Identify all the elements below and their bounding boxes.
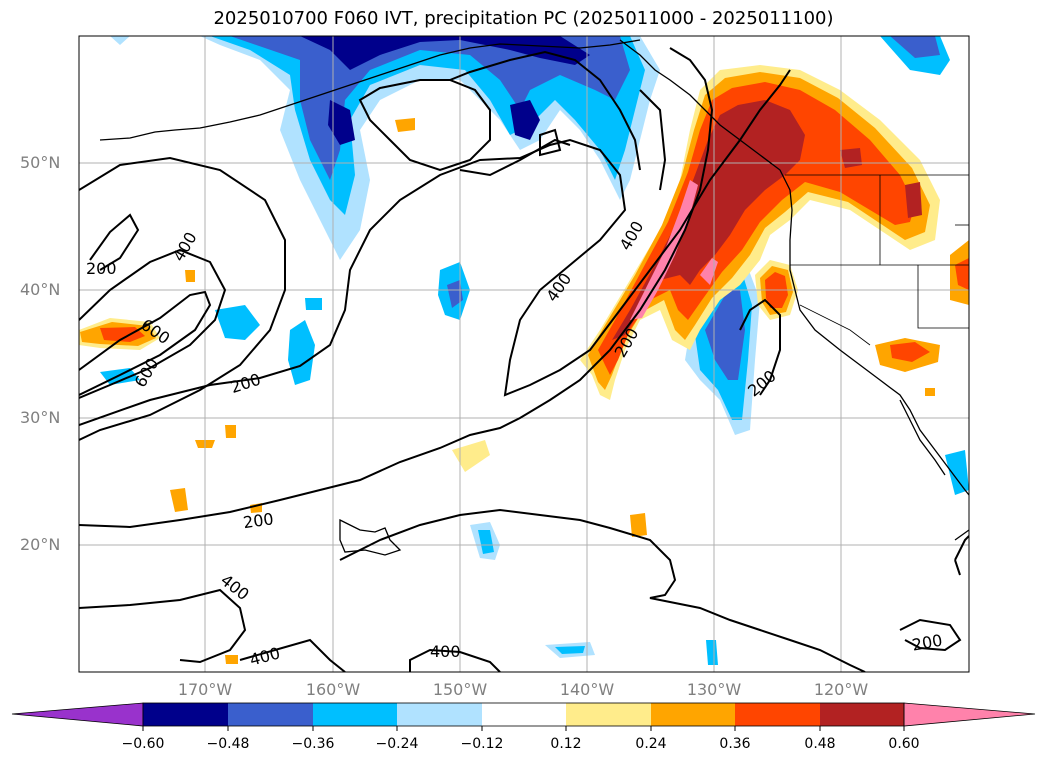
colorbar-segment	[482, 703, 566, 726]
neg-patch	[945, 450, 969, 495]
pos-ar-red	[598, 82, 915, 375]
map-border	[78, 35, 970, 673]
pos-ar-crimson	[612, 100, 805, 340]
colorbar-tick-label: 0.60	[888, 736, 920, 752]
pos-patch	[890, 342, 930, 362]
neg-patch	[555, 646, 585, 654]
lat-label: 50°N	[20, 153, 61, 172]
pos-ar-pink	[630, 180, 698, 320]
pos-patch	[185, 270, 195, 282]
neg-patch	[305, 298, 322, 310]
contour-label: 400	[430, 642, 461, 661]
lon-label: 130°W	[686, 680, 742, 699]
colorbar-segment	[397, 703, 482, 726]
neg-patch	[288, 320, 315, 385]
neg-california-deep	[705, 290, 745, 380]
pos-patch	[925, 388, 935, 396]
lat-label: 20°N	[20, 535, 61, 554]
colorbar-segment	[735, 703, 820, 726]
colorbar-segment	[313, 703, 397, 726]
colorbar-tick-label: 0.36	[719, 736, 751, 752]
lon-label: 120°W	[813, 680, 869, 699]
precip-field	[79, 36, 969, 665]
pos-patch	[452, 440, 490, 472]
pos-patch	[630, 513, 647, 537]
lat-label: 40°N	[20, 280, 61, 299]
lon-label: 150°W	[432, 680, 488, 699]
contour-label: 200	[242, 509, 275, 532]
colorbar-tick-label: −0.36	[291, 736, 335, 752]
colorbar-tick-label: 0.12	[550, 736, 582, 752]
colorbar-min-extend	[11, 702, 144, 727]
colorbar	[11, 702, 1036, 731]
colorbar-tick-label: −0.12	[460, 736, 504, 752]
colorbar-segment	[820, 703, 904, 726]
colorbar-tick-label: 0.48	[804, 736, 836, 752]
borders	[785, 174, 969, 346]
pos-west-red	[100, 327, 145, 342]
neg-patch	[215, 305, 260, 340]
map-title: 2025010700 F060 IVT, precipitation PC (2…	[213, 8, 834, 29]
ivt-contours	[79, 47, 969, 672]
pos-patch	[395, 118, 415, 132]
contour-label: 200	[86, 259, 117, 278]
pos-patch	[955, 258, 969, 290]
pos-patch	[170, 488, 188, 512]
neg-anomaly-light	[110, 36, 130, 45]
colorbar-tick-label: −0.48	[206, 736, 250, 752]
neg-northeast-deep	[890, 36, 940, 58]
lon-label: 170°W	[177, 680, 233, 699]
colorbar-tick-label: −0.24	[375, 736, 419, 752]
lat-label: 30°N	[20, 408, 61, 427]
pos-patch	[225, 655, 238, 664]
gridlines	[79, 36, 969, 672]
neg-patch	[706, 640, 718, 665]
neg-patch	[478, 530, 494, 554]
neg-anomaly-north-deep	[230, 36, 630, 180]
lon-label: 140°W	[559, 680, 615, 699]
colorbar-tick-label: 0.24	[635, 736, 667, 752]
colorbar-tick-label: −0.60	[121, 736, 165, 752]
lon-label: 160°W	[305, 680, 361, 699]
pos-patch	[225, 425, 236, 438]
colorbar-segment	[566, 703, 651, 726]
neg-patch-core	[447, 280, 463, 308]
colorbar-max-extend	[903, 702, 1036, 727]
neg-anomaly-core-2	[510, 100, 540, 140]
colorbar-segment	[143, 703, 228, 726]
coastlines	[99, 39, 969, 556]
neg-anomaly-core-3	[328, 100, 355, 145]
colorbar-segment	[651, 703, 735, 726]
pos-ar-crimson-3	[905, 182, 922, 218]
colorbar-segment	[228, 703, 313, 726]
